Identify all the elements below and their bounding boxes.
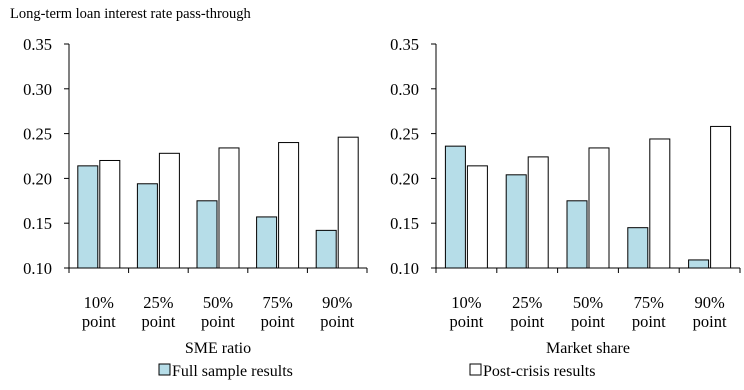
bar-post-crisis xyxy=(588,147,610,269)
bar-post-crisis xyxy=(218,147,240,269)
bar-post-crisis xyxy=(337,136,359,269)
x-tick-label: point xyxy=(693,312,727,331)
x-tick-label: 75% xyxy=(262,293,293,312)
y-tick-label: 0.10 xyxy=(23,259,52,278)
chart-title: Long-term loan interest rate pass-throug… xyxy=(10,6,252,22)
y-tick-label: 0.15 xyxy=(390,214,419,233)
bar-full-sample xyxy=(688,259,710,269)
x-tick-label: 50% xyxy=(573,293,604,312)
bar-post-crisis xyxy=(278,142,300,269)
bar-post-crisis xyxy=(710,125,732,269)
bar-full-sample xyxy=(505,174,527,269)
market-share-chart-panel: 0.100.150.200.250.300.3510%point25%point… xyxy=(390,35,741,357)
y-tick-label: 0.15 xyxy=(23,214,52,233)
y-tick-label: 0.35 xyxy=(23,35,52,54)
x-tick-label: point xyxy=(632,312,666,331)
x-tick-label: 25% xyxy=(143,293,174,312)
sme-ratio-chart-panel: Long-term loan interest rate pass-throug… xyxy=(10,6,368,357)
legend-swatch-post-crisis xyxy=(469,363,482,376)
x-tick-label: point xyxy=(571,312,605,331)
bar-post-crisis xyxy=(527,156,549,269)
x-tick-label: point xyxy=(449,312,483,331)
bar-post-crisis xyxy=(158,152,180,269)
x-tick-label: 90% xyxy=(322,293,353,312)
legend-swatch-full-sample xyxy=(158,363,171,376)
x-axis-label: SME ratio xyxy=(185,340,251,357)
x-tick-label: point xyxy=(261,312,295,331)
y-tick-label: 0.30 xyxy=(23,80,52,99)
bar-full-sample xyxy=(566,200,588,269)
x-tick-label: point xyxy=(141,312,175,331)
x-tick-label: 90% xyxy=(694,293,725,312)
x-tick-label: 10% xyxy=(84,293,115,312)
legend-label-post-crisis: Post-crisis results xyxy=(483,363,595,380)
bar-full-sample xyxy=(444,145,466,269)
y-tick-label: 0.25 xyxy=(23,125,52,144)
x-tick-label: 75% xyxy=(634,293,665,312)
bar-full-sample xyxy=(136,183,158,269)
y-tick-label: 0.20 xyxy=(23,169,52,188)
y-tick-label: 0.10 xyxy=(390,259,419,278)
x-tick-label: point xyxy=(201,312,235,331)
y-tick-label: 0.20 xyxy=(390,169,419,188)
bar-full-sample xyxy=(256,216,278,269)
bar-post-crisis xyxy=(466,165,488,269)
bar-post-crisis xyxy=(649,138,671,269)
y-tick-label: 0.30 xyxy=(390,80,419,99)
bar-full-sample xyxy=(77,165,99,269)
x-tick-label: point xyxy=(510,312,544,331)
x-tick-label: point xyxy=(82,312,116,331)
x-tick-label: 25% xyxy=(512,293,543,312)
chart-legend: Full sample results Post-crisis results xyxy=(158,363,595,380)
y-tick-label: 0.35 xyxy=(390,35,419,54)
bar-full-sample xyxy=(315,229,337,269)
x-tick-label: 50% xyxy=(203,293,234,312)
x-tick-label: 10% xyxy=(451,293,482,312)
legend-label-full-sample: Full sample results xyxy=(172,363,293,380)
y-tick-label: 0.25 xyxy=(390,125,419,144)
x-axis-label: Market share xyxy=(546,340,630,357)
bar-post-crisis xyxy=(99,159,121,269)
bar-full-sample xyxy=(627,227,649,269)
x-tick-label: point xyxy=(320,312,354,331)
bar-full-sample xyxy=(196,200,218,269)
